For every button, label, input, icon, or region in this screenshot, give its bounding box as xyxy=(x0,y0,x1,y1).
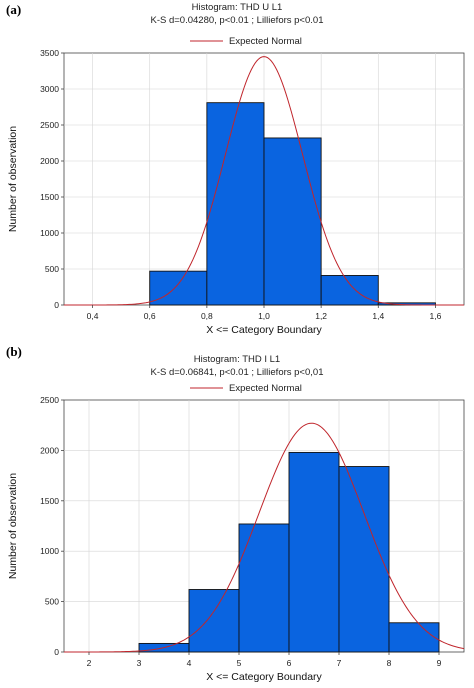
chart-a-y-axis-label: Number of observation xyxy=(7,126,19,232)
chart-b-bar-2 xyxy=(188,589,240,653)
chart-a-y-tick-label: 3000 xyxy=(40,84,59,94)
chart-b-title: Histogram: THD I L1 xyxy=(194,354,280,365)
chart-b-x-ticks: 2 3 4 5 6 7 8 9 xyxy=(87,652,442,668)
chart-a-y-tick-label: 2500 xyxy=(40,120,59,130)
chart-b-normal-curve-line xyxy=(64,422,465,653)
chart-a-x-tick-label: 0,4 xyxy=(87,311,99,321)
chart-a-normal-curve-line xyxy=(64,56,464,306)
chart-b-x-tick-label: 4 xyxy=(187,658,192,668)
chart-a-x-axis-label: X <= Category Boundary xyxy=(206,324,322,336)
chart-a-normal-curve xyxy=(64,56,464,306)
chart-a-x-tick-label: 1,0 xyxy=(258,311,270,321)
chart-b-x-tick-label: 7 xyxy=(337,658,342,668)
chart-b-x-tick-label: 3 xyxy=(137,658,142,668)
chart-a-x-tick-label: 0,6 xyxy=(144,311,156,321)
chart-a-x-ticks: 0,4 0,6 0,8 1,0 1,2 1,4 1,6 xyxy=(87,305,442,321)
chart-a-x-tick-label: 0,8 xyxy=(201,311,213,321)
panel-label-a: (a) xyxy=(6,2,21,17)
chart-b-y-tick-label: 500 xyxy=(45,597,59,607)
chart-a-y-tick-label: 1500 xyxy=(40,192,59,202)
chart-b-legend-label: Expected Normal xyxy=(229,383,302,394)
chart-b-x-tick-label: 5 xyxy=(237,658,242,668)
chart-a-y-tick-label: 0 xyxy=(54,300,59,310)
chart-a-bars xyxy=(149,102,436,306)
chart-b-x-tick-label: 9 xyxy=(437,658,442,668)
chart-a-bar-3 xyxy=(263,137,322,306)
chart-b-bar-4 xyxy=(288,451,340,653)
chart-a-bar-4 xyxy=(320,275,379,306)
chart-b-x-tick-label: 6 xyxy=(287,658,292,668)
chart-b-y-tick-label: 0 xyxy=(54,647,59,657)
chart-b-y-tick-label: 2000 xyxy=(40,445,59,455)
chart-b-y-tick-label: 2500 xyxy=(40,395,59,405)
chart-b-y-tick-label: 1000 xyxy=(40,546,59,556)
chart-a-bar-1 xyxy=(149,270,208,306)
chart-b-y-ticks: 0 500 1000 1500 2000 2500 xyxy=(40,395,64,657)
chart-a-x-tick-label: 1,2 xyxy=(315,311,327,321)
chart-b-bar-6 xyxy=(388,622,440,653)
chart-b-bar-3 xyxy=(238,523,290,653)
chart-a: (a) Histogram: THD U L1 K-S d=0.04280, p… xyxy=(6,2,465,336)
chart-b: (b) Histogram: THD I L1 K-S d=0.06841, p… xyxy=(6,344,465,683)
chart-b-x-tick-label: 8 xyxy=(387,658,392,668)
chart-b-bar-5 xyxy=(338,466,390,653)
chart-a-y-ticks: 0 500 1000 1500 2000 2500 3000 3500 xyxy=(40,48,64,310)
chart-a-subtitle: K-S d=0.04280, p<0.01 ; Lilliefors p<0.0… xyxy=(151,15,324,26)
chart-b-subtitle: K-S d=0.06841, p<0.01 ; Lilliefors p<0,0… xyxy=(151,367,324,378)
chart-a-y-tick-label: 3500 xyxy=(40,48,59,58)
chart-a-x-tick-label: 1,6 xyxy=(430,311,442,321)
chart-b-x-axis-label: X <= Category Boundary xyxy=(206,671,322,683)
chart-a-y-tick-label: 500 xyxy=(45,264,59,274)
panel-label-b: (b) xyxy=(6,344,22,359)
chart-b-normal-curve xyxy=(64,422,465,653)
chart-b-y-tick-label: 1500 xyxy=(40,496,59,506)
chart-b-y-axis-label: Number of observation xyxy=(7,473,19,579)
chart-a-title: Histogram: THD U L1 xyxy=(192,2,283,13)
chart-a-legend-label: Expected Normal xyxy=(229,36,302,47)
chart-a-x-tick-label: 1,4 xyxy=(372,311,384,321)
chart-b-x-tick-label: 2 xyxy=(87,658,92,668)
chart-a-bar-2 xyxy=(206,102,265,306)
chart-a-y-tick-label: 2000 xyxy=(40,156,59,166)
chart-a-y-tick-label: 1000 xyxy=(40,228,59,238)
